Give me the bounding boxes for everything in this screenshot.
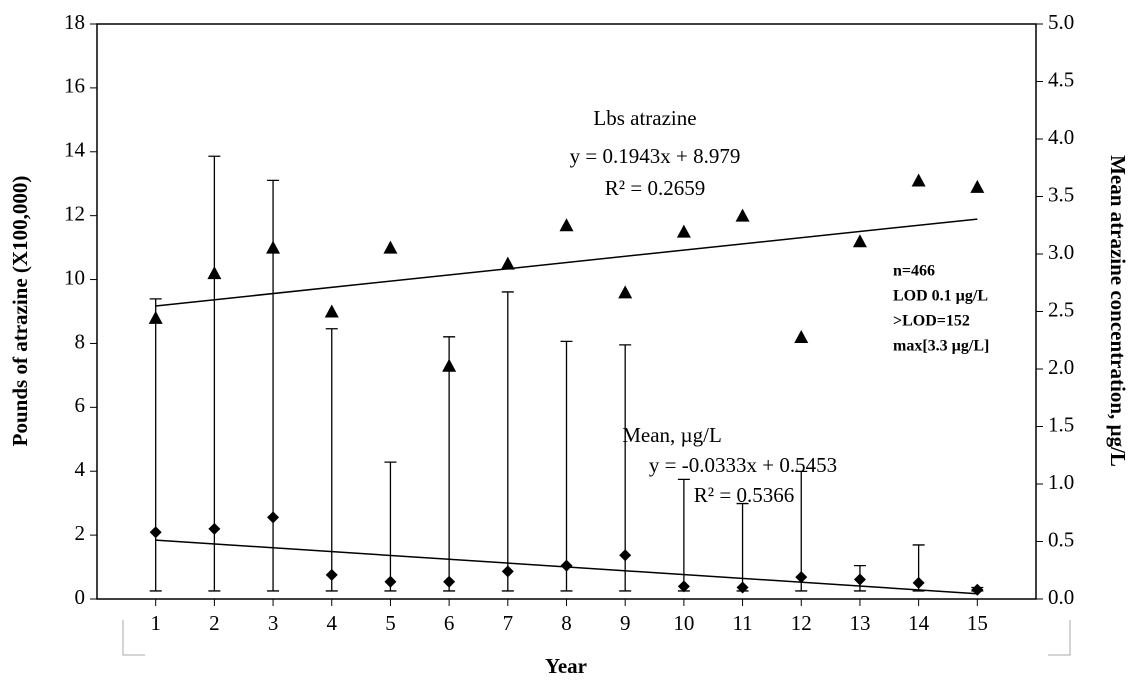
y-tick-label: 8 [75, 329, 86, 353]
error-bar [795, 470, 808, 592]
trend-equation: y = 0.1943x + 8.979 [570, 144, 741, 168]
y2-tick-label: 3.5 [1048, 182, 1074, 206]
triangle-marker [324, 304, 339, 318]
y-tick-label: 16 [64, 74, 85, 98]
x-tick-label: 8 [561, 611, 572, 635]
triangle-marker [383, 240, 398, 254]
y-tick-label: 4 [75, 457, 86, 481]
diamond-marker [443, 575, 456, 588]
diamond-marker [853, 573, 866, 586]
y2-tick-label: 4.5 [1048, 67, 1074, 91]
x-tick-label: 7 [503, 611, 514, 635]
y2-tick-label: 0.5 [1048, 527, 1074, 551]
diamond-marker [267, 511, 280, 524]
triangle-marker [970, 179, 985, 193]
y-tick-label: 10 [64, 265, 85, 289]
x-tick-label: 2 [209, 611, 220, 635]
diamond-marker [325, 568, 338, 581]
triangle-marker [735, 208, 750, 222]
diamond-marker [560, 559, 573, 572]
y2-tick-label: 1.0 [1048, 470, 1074, 494]
diamond-marker [384, 575, 397, 588]
x-tick-label: 5 [385, 611, 396, 635]
y-axis-title: Pounds of atrazine (X100,000) [8, 176, 32, 447]
series-label: Lbs atrazine [593, 106, 696, 130]
x-tick-label: 9 [620, 611, 631, 635]
note: >LOD=152 [893, 313, 970, 330]
x-tick-label: 14 [908, 611, 930, 635]
bracket [122, 620, 1071, 656]
note: n=466 [893, 263, 935, 280]
x-tick-label: 13 [849, 611, 870, 635]
y-tick-label: 12 [64, 201, 85, 225]
y2-tick-label: 3.0 [1048, 240, 1074, 264]
note: max[3.3 µg/L] [893, 338, 989, 355]
trend-equation: y = -0.0333x + 0.5453 [649, 453, 837, 477]
triangle-marker [618, 285, 633, 299]
triangle-marker [794, 330, 809, 344]
y2-tick-label: 0.0 [1048, 585, 1074, 609]
triangle-marker [559, 218, 574, 232]
y2-tick-label: 5.0 [1048, 10, 1074, 34]
trendline [155, 218, 978, 307]
error-bar [501, 291, 514, 592]
triangle-marker [911, 173, 926, 187]
x-tick-label: 1 [150, 611, 161, 635]
diamond-marker [208, 522, 221, 535]
error-bar [208, 155, 221, 592]
trend-r2: R² = 0.5366 [694, 483, 794, 507]
triangle-marker [852, 234, 867, 248]
error-bar [267, 179, 280, 592]
x-tick-label: 6 [444, 611, 455, 635]
diamond-marker [736, 581, 749, 594]
y2-tick-label: 2.0 [1048, 355, 1074, 379]
diamond-marker [149, 526, 162, 539]
error-bar [443, 336, 456, 592]
diamond-marker [677, 580, 690, 593]
diamond-marker [971, 583, 984, 596]
error-bar [149, 298, 162, 592]
x-tick-label: 4 [327, 611, 338, 635]
error-bar [560, 340, 573, 592]
y-tick-label: 14 [64, 138, 86, 162]
trend-r2: R² = 0.2659 [605, 176, 705, 200]
y-tick-label: 18 [64, 10, 85, 34]
x-tick-label: 10 [673, 611, 694, 635]
y2-tick-label: 2.5 [1048, 297, 1074, 321]
error-bar [325, 328, 338, 592]
y-tick-label: 2 [75, 521, 86, 545]
x-tick-label: 11 [732, 611, 752, 635]
diamond-marker [912, 576, 925, 589]
y-tick-label: 0 [75, 585, 86, 609]
series-label: Mean, µg/L [622, 423, 722, 447]
triangle-marker [676, 224, 691, 238]
diamond-marker [501, 565, 514, 578]
x-axis-title: Year [545, 654, 587, 678]
triangle-marker [500, 256, 515, 270]
x-tick-label: 3 [268, 611, 279, 635]
y2-tick-label: 1.5 [1048, 412, 1074, 436]
diamond-marker [795, 571, 808, 584]
diamond-marker [619, 549, 632, 562]
x-tick-label: 15 [967, 611, 988, 635]
y-tick-label: 6 [75, 393, 86, 417]
y2-tick-label: 4.0 [1048, 125, 1074, 149]
x-tick-label: 12 [791, 611, 812, 635]
error-bar [384, 461, 397, 592]
y2-axis-title: Mean atrazine concentration, µg/L [1106, 155, 1130, 467]
note: LOD 0.1 µg/L [893, 288, 988, 305]
